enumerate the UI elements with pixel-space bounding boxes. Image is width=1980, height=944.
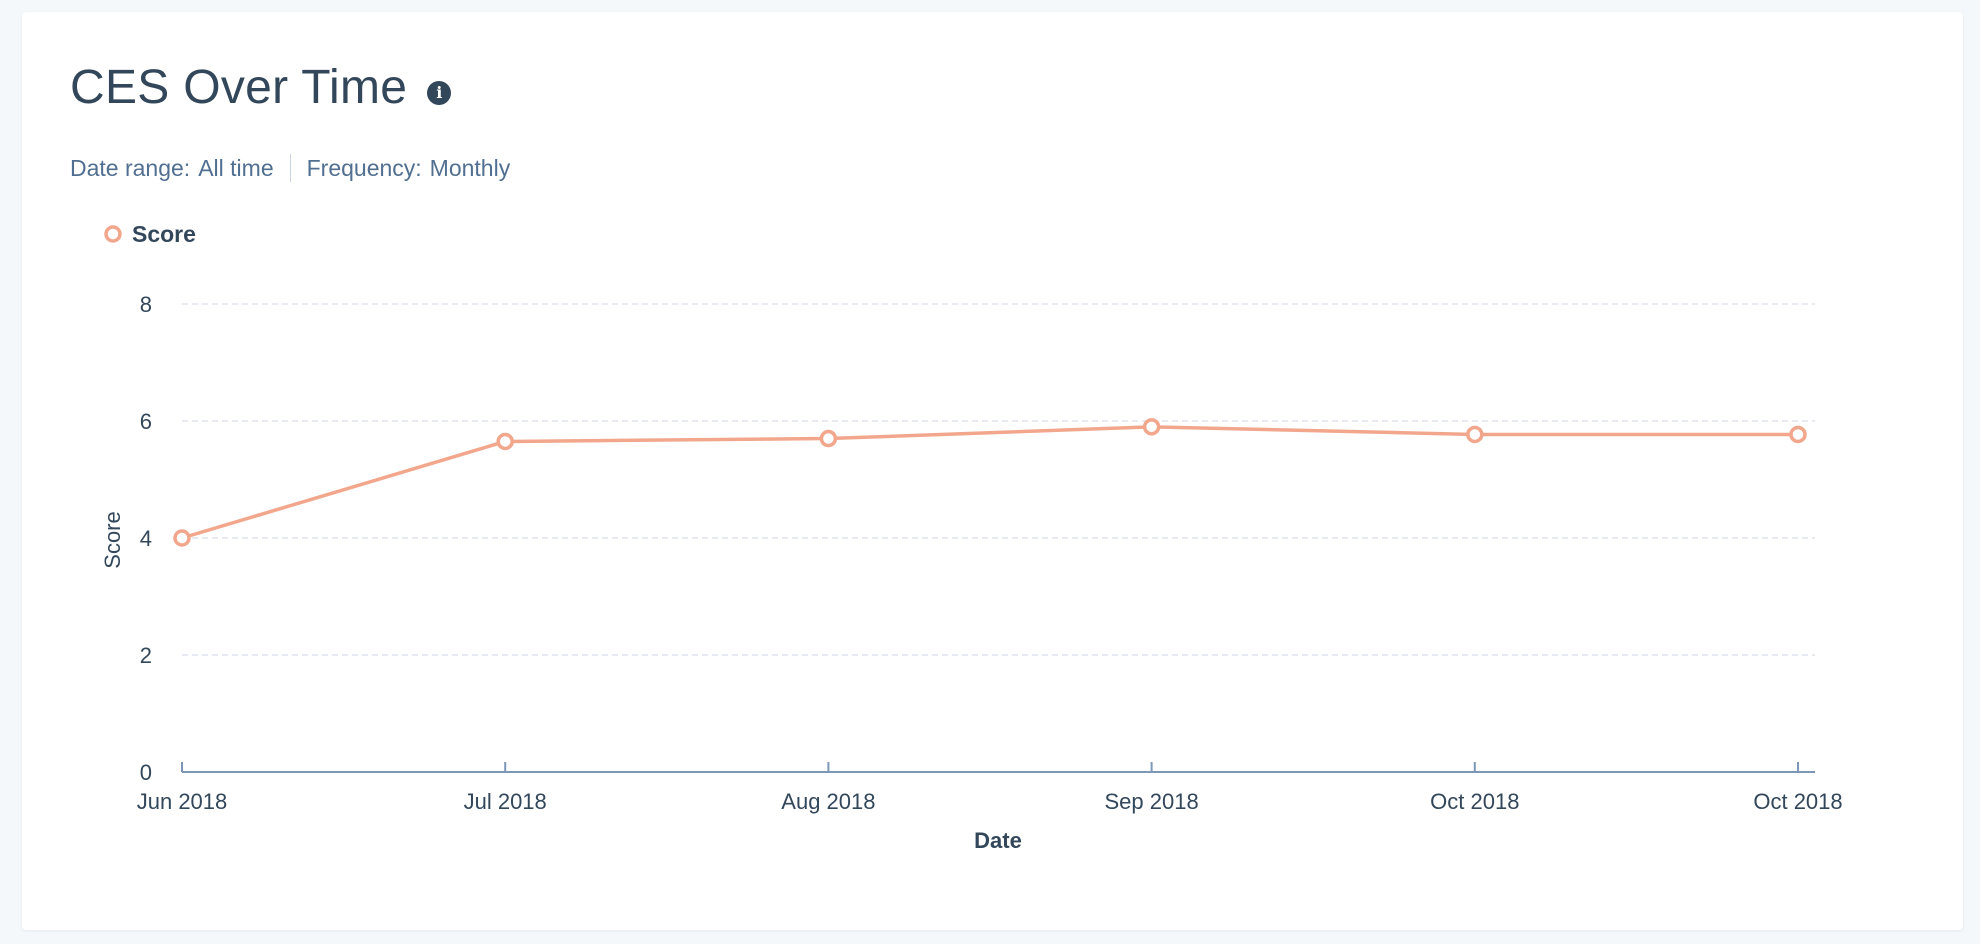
filter-summary: Date range: All time Frequency: Monthly	[70, 154, 510, 182]
legend[interactable]: Score	[104, 221, 196, 247]
x-tick-label: Aug 2018	[781, 789, 875, 814]
y-tick-label: 0	[140, 760, 152, 785]
series-line	[181, 425, 1798, 540]
date-range-label: Date range:	[70, 154, 191, 181]
x-tick-label: Sep 2018	[1104, 789, 1198, 814]
x-tick-label: Jun 2018	[137, 789, 228, 814]
data-point[interactable]	[819, 429, 838, 448]
y-axis-title: Score	[100, 511, 125, 568]
series-score	[173, 418, 1807, 547]
date-range-value[interactable]: All time	[198, 154, 274, 181]
y-tick-label: 8	[140, 292, 152, 317]
x-tick-label: Oct 2018	[1430, 789, 1519, 814]
info-icon[interactable]: i	[427, 81, 452, 105]
divider	[289, 154, 291, 182]
frequency-value[interactable]: Monthly	[429, 154, 511, 181]
data-point[interactable]	[1466, 425, 1484, 444]
y-tick-label: 4	[140, 526, 152, 551]
x-tick-label: Oct 2018	[1753, 789, 1842, 814]
y-tick-label: 2	[140, 643, 152, 668]
chart-card	[22, 12, 1963, 930]
data-point[interactable]	[173, 529, 191, 547]
data-point[interactable]	[496, 432, 514, 451]
legend-label: Score	[132, 221, 196, 247]
data-point[interactable]	[1789, 425, 1807, 444]
x-axis-title: Date	[974, 828, 1022, 853]
legend-marker-icon	[104, 225, 122, 243]
page-title: CES Over Time	[70, 61, 408, 114]
frequency-label: Frequency:	[306, 154, 422, 181]
title-row: CES Over Time i	[70, 60, 452, 116]
data-point[interactable]	[1142, 418, 1161, 436]
x-tick-label: Jul 2018	[464, 789, 547, 814]
y-tick-label: 6	[140, 409, 152, 434]
axes: 0 2 4 6 8 Jun 2018 Jul 2018 Aug 2018 Sep 2018 Oct…	[137, 292, 1843, 814]
grid	[182, 303, 1815, 656]
